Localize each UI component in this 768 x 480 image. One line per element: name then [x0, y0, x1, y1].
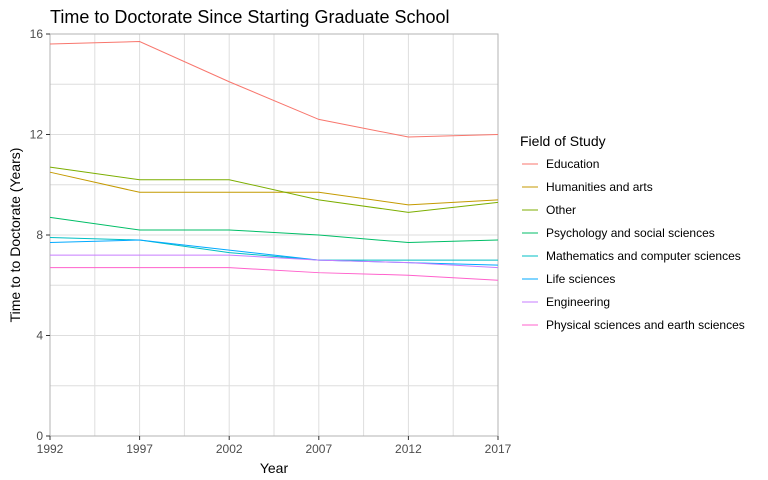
legend-item: Humanities and arts: [522, 180, 653, 194]
series-line: [49, 171, 499, 206]
y-tick-label: 16: [30, 27, 44, 41]
legend-item: Education: [522, 157, 599, 171]
legend-item: Life sciences: [522, 272, 615, 286]
y-tick-label: 8: [36, 228, 43, 242]
series-line: [50, 267, 499, 281]
legend-label: Humanities and arts: [546, 180, 653, 194]
y-axis: 0 4 8 12 16: [30, 27, 50, 443]
legend: Field of Study Education Humanities and a…: [520, 133, 745, 332]
x-tick-label: 2017: [485, 442, 512, 456]
legend-item: Engineering: [522, 295, 610, 309]
y-tick-label: 12: [30, 128, 44, 142]
y-tick-label: 4: [36, 329, 43, 343]
series-line: [49, 237, 498, 261]
x-axis-title: Year: [260, 460, 289, 476]
legend-title: Field of Study: [520, 133, 606, 149]
legend-label: Engineering: [546, 295, 610, 309]
legend-label: Physical sciences and earth sciences: [546, 318, 745, 332]
legend-item: Other: [522, 203, 576, 217]
series-line: [49, 166, 499, 213]
legend-label: Mathematics and computer sciences: [546, 249, 741, 263]
y-tick-label: 0: [36, 429, 43, 443]
x-tick-label: 1997: [126, 442, 153, 456]
legend-label: Other: [546, 203, 576, 217]
chart-title: Time to Doctorate Since Starting Graduat…: [50, 7, 450, 27]
x-tick-label: 1992: [37, 442, 64, 456]
x-tick-label: 2007: [305, 442, 332, 456]
legend-label: Life sciences: [546, 272, 615, 286]
legend-item: Psychology and social sciences: [522, 226, 715, 240]
series-layer: [49, 41, 499, 281]
legend-items: Education Humanities and arts Other Psychol…: [522, 157, 745, 332]
x-tick-label: 2012: [395, 442, 422, 456]
series-line: [49, 41, 499, 138]
legend-label: Psychology and social sciences: [546, 226, 715, 240]
legend-label: Education: [546, 157, 599, 171]
series-line: [50, 254, 499, 269]
x-tick-label: 2002: [216, 442, 243, 456]
series-line: [49, 216, 499, 244]
grid-layer: [49, 33, 499, 437]
legend-item: Mathematics and computer sciences: [522, 249, 741, 263]
x-axis: 1992 1997 2002 2007 2012 2017: [37, 436, 512, 456]
legend-item: Physical sciences and earth sciences: [522, 318, 745, 332]
y-axis-title: Time to to Doctorate (Years): [7, 148, 23, 323]
